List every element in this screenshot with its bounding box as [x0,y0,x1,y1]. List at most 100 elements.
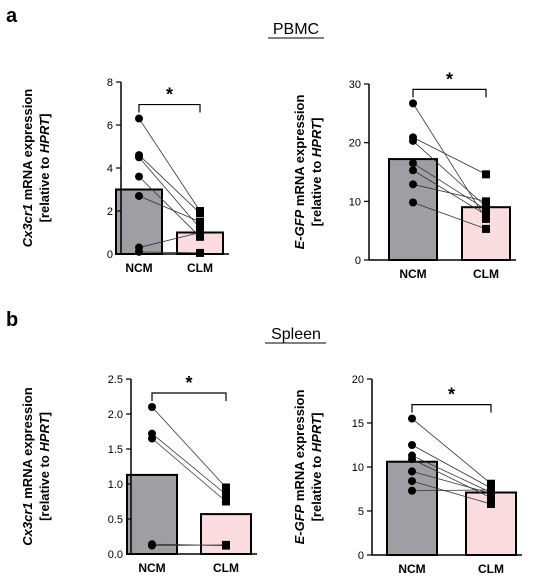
data-point-ncm [409,136,417,145]
pair-line [411,455,492,493]
y-tick-label: 2.5 [108,374,123,386]
data-point-ncm [408,486,416,495]
pair-line [138,176,201,238]
chart-a-right: 0 10 20 30 NCM CLM * E-GFP mRNA expression [rela… [292,69,516,281]
pair-line [411,418,492,485]
data-point-clm [196,209,204,218]
pair-line [411,444,492,489]
pair-line [411,489,492,492]
y-tick-label: 0.0 [108,549,123,561]
pair-line [138,232,201,248]
data-point-ncm [408,467,416,476]
panel-label-a: a [6,5,18,27]
chart-b-left: 0.0 0.5 1.0 1.5 2.0 2.5 NCM CLM * Cx3cr1 mRNA exp… [20,373,257,575]
data-point-ncm [135,153,143,162]
y-tick-label: 2 [107,206,113,218]
y-tick-label: 0.5 [108,514,123,526]
pair-line [138,156,201,229]
pair-line [151,438,227,502]
y-tick-label: 15 [352,418,364,430]
pair-line [412,103,487,220]
pair-line [412,202,487,230]
data-point-ncm [409,180,417,189]
data-point-ncm [409,198,417,207]
pair-line [412,183,487,202]
charts-layer: 0 2 4 6 8 NCM CLM * Cx3cr1 mRNA expression [relat… [20,69,522,576]
significance-star: * [166,85,173,105]
pair-line [151,433,227,495]
y-tick-label: 4 [107,163,113,175]
data-point-clm [482,197,490,206]
pair-line [151,544,227,546]
significance-bracket [138,103,201,113]
x-category-label: NCM [125,261,152,275]
data-point-ncm [409,166,417,175]
significance-bracket [151,392,227,401]
data-point-ncm [148,541,156,550]
y-tick-label: 30 [349,79,361,91]
y-tick-label: 20 [349,138,361,150]
chart-b-right: 0 5 10 15 20 NCM CLM * E-GFP mRNA expression [rel… [292,374,522,576]
data-point-ncm [135,191,143,200]
significance-star: * [185,373,192,393]
chart-a-left: 0 2 4 6 8 NCM CLM * Cx3cr1 mRNA expression [relat… [20,77,229,275]
data-point-ncm [409,159,417,168]
data-point-ncm [408,441,416,449]
y-axis-label: Cx3cr1 mRNA expression [relative to HPRT] [20,89,52,248]
data-point-clm [222,490,230,499]
pair-line [138,118,201,212]
y-tick-label: 2.0 [108,409,123,421]
pair-line [151,406,227,488]
bar-ncm [115,188,163,255]
data-point-clm [222,497,230,506]
pair-line [411,480,492,505]
x-category-label: CLM [478,562,504,576]
data-point-clm [482,205,490,214]
data-point-ncm [135,172,143,181]
pair-line [412,162,487,210]
data-point-clm [222,483,230,492]
x-category-label: CLM [213,561,239,575]
data-point-ncm [135,114,143,123]
y-tick-label: 10 [349,196,361,208]
significance-star: * [448,385,455,405]
data-point-ncm [148,434,156,443]
x-category-label: NCM [399,267,426,281]
pair-line [412,137,487,175]
data-point-ncm [409,99,417,108]
x-category-label: NCM [398,562,425,576]
y-tick-label: 0 [355,255,361,267]
data-point-clm [482,210,490,219]
panel-label-b: b [6,309,18,331]
significance-bracket [412,88,487,98]
data-point-clm [196,232,204,241]
pair-line [138,154,201,214]
data-point-ncm [408,477,416,486]
pair-line [411,458,492,499]
y-tick-label: 5 [358,506,364,518]
pair-line [138,195,201,223]
x-category-label: CLM [187,261,213,275]
y-tick-label: 0 [358,550,364,562]
y-axis-label: E-GFP mRNA expression [relative to HPRT] [292,95,324,250]
x-category-label: NCM [138,561,165,575]
pair-line [412,140,487,207]
y-tick-label: 0 [107,249,113,261]
y-tick-label: 1.5 [108,444,123,456]
data-point-ncm [408,414,416,423]
data-point-clm [487,499,495,508]
pair-line [138,251,201,254]
significance-star: * [446,69,453,89]
data-point-clm [196,224,204,233]
significance-bracket [411,404,492,413]
y-tick-label: 1.0 [108,479,123,491]
data-point-ncm [148,403,156,411]
data-point-clm [196,228,204,237]
section-title-spleen: Spleen [271,326,321,343]
data-point-clm [222,540,230,549]
section-title-pbmc: PBMC [273,21,319,38]
x-category-label: CLM [473,267,499,281]
data-point-clm [196,248,204,257]
y-tick-label: 10 [352,462,364,474]
